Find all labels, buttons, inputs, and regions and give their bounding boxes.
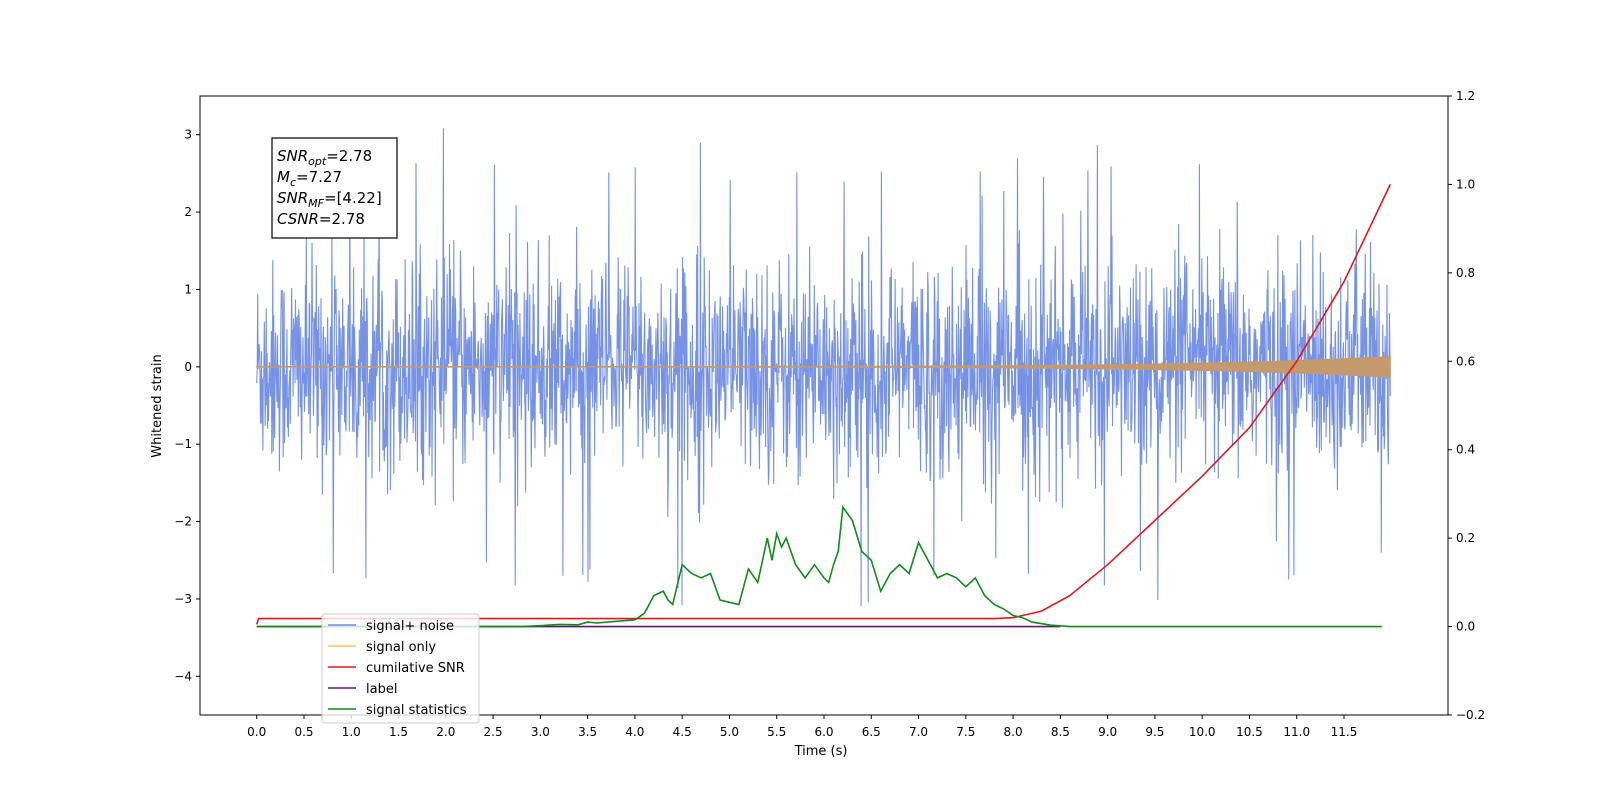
series-signal-statistics <box>256 505 1382 628</box>
y-tick-label-left: −3 <box>174 592 192 606</box>
x-tick-label: 5.5 <box>767 725 786 739</box>
annotation-line: Mc=7.27 <box>277 168 342 189</box>
annotation-line: SNRopt=2.78 <box>277 147 372 168</box>
x-tick-label: 8.5 <box>1051 725 1070 739</box>
x-tick-label: 7.5 <box>956 725 975 739</box>
series-cumilative-snr <box>255 184 1392 625</box>
y-tick-label-left: 3 <box>184 128 192 142</box>
x-tick-label: 8.0 <box>1004 725 1023 739</box>
y-axis-right: −0.2 0.0 0.2 0.4 0.6 0.8 1.0 1.2 <box>1448 89 1485 722</box>
legend-item: cumilative SNR <box>328 661 465 676</box>
y-tick-label-left: −4 <box>174 669 192 683</box>
x-axis-label: Time (s) <box>794 744 848 759</box>
annotation-line: SNRMF=[4.22] <box>277 189 382 210</box>
legend-item: signal statistics <box>328 703 467 718</box>
legend-item: label <box>328 682 397 697</box>
x-tick-label: 4.5 <box>673 725 692 739</box>
x-tick-label: 3.5 <box>578 725 597 739</box>
x-tick-label: 5.0 <box>720 725 739 739</box>
x-tick-label: 1.0 <box>342 725 361 739</box>
legend-label: label <box>366 682 397 697</box>
x-tick-label: 4.0 <box>625 725 644 739</box>
y-tick-label-left: 0 <box>184 360 192 374</box>
x-tick-label: 2.0 <box>436 725 455 739</box>
y-tick-label-right: −0.2 <box>1456 708 1485 722</box>
annotation-line: CSNR=2.78 <box>277 210 365 228</box>
x-tick-label: 7.0 <box>909 725 928 739</box>
y-tick-label-right: 0.0 <box>1456 620 1475 634</box>
x-tick-label: 0.0 <box>247 725 266 739</box>
x-tick-label: 1.5 <box>389 725 408 739</box>
plot-area <box>255 128 1392 628</box>
y-tick-label-left: 2 <box>184 205 192 219</box>
y-tick-label-right: 0.4 <box>1456 443 1475 457</box>
y-tick-label-right: 0.8 <box>1456 266 1475 280</box>
x-tick-label: 9.5 <box>1145 725 1164 739</box>
x-tick-label: 0.5 <box>294 725 313 739</box>
y-axis-label: Whitened strain <box>150 354 165 457</box>
x-tick-label: 6.5 <box>862 725 881 739</box>
x-tick-label: 10.0 <box>1189 725 1216 739</box>
series-signal-only <box>256 355 1391 378</box>
x-tick-label: 2.5 <box>484 725 503 739</box>
y-tick-label-right: 0.6 <box>1456 354 1475 368</box>
legend: signal+ noise signal only cumilative SNR la… <box>321 613 480 724</box>
legend-label: signal only <box>366 640 436 655</box>
x-axis: 0.0 0.5 1.0 1.5 2.0 2.5 3.0 3.5 4.0 4.5 5.0 5.5 6.0 6… <box>247 715 1357 739</box>
x-tick-label: 3.0 <box>531 725 550 739</box>
y-tick-label-right: 1.0 <box>1456 177 1475 191</box>
legend-item: signal only <box>328 640 436 655</box>
y-tick-label-left: −1 <box>174 437 192 451</box>
x-tick-label: 10.5 <box>1236 725 1263 739</box>
y-tick-label-right: 1.2 <box>1456 89 1475 103</box>
legend-label: cumilative SNR <box>366 661 465 676</box>
legend-label: signal+ noise <box>366 619 454 634</box>
legend-item: signal+ noise <box>328 619 454 634</box>
y-axis-left: −4 −3 −2 −1 0 1 2 3 <box>174 128 200 683</box>
x-tick-label: 11.0 <box>1283 725 1310 739</box>
x-tick-label: 11.5 <box>1331 725 1358 739</box>
y-tick-label-left: −2 <box>174 515 192 529</box>
y-tick-label-left: 1 <box>184 282 192 296</box>
x-tick-label: 9.0 <box>1098 725 1117 739</box>
legend-label: signal statistics <box>366 703 467 718</box>
x-tick-label: 6.0 <box>814 725 833 739</box>
y-tick-label-right: 0.2 <box>1456 531 1475 545</box>
